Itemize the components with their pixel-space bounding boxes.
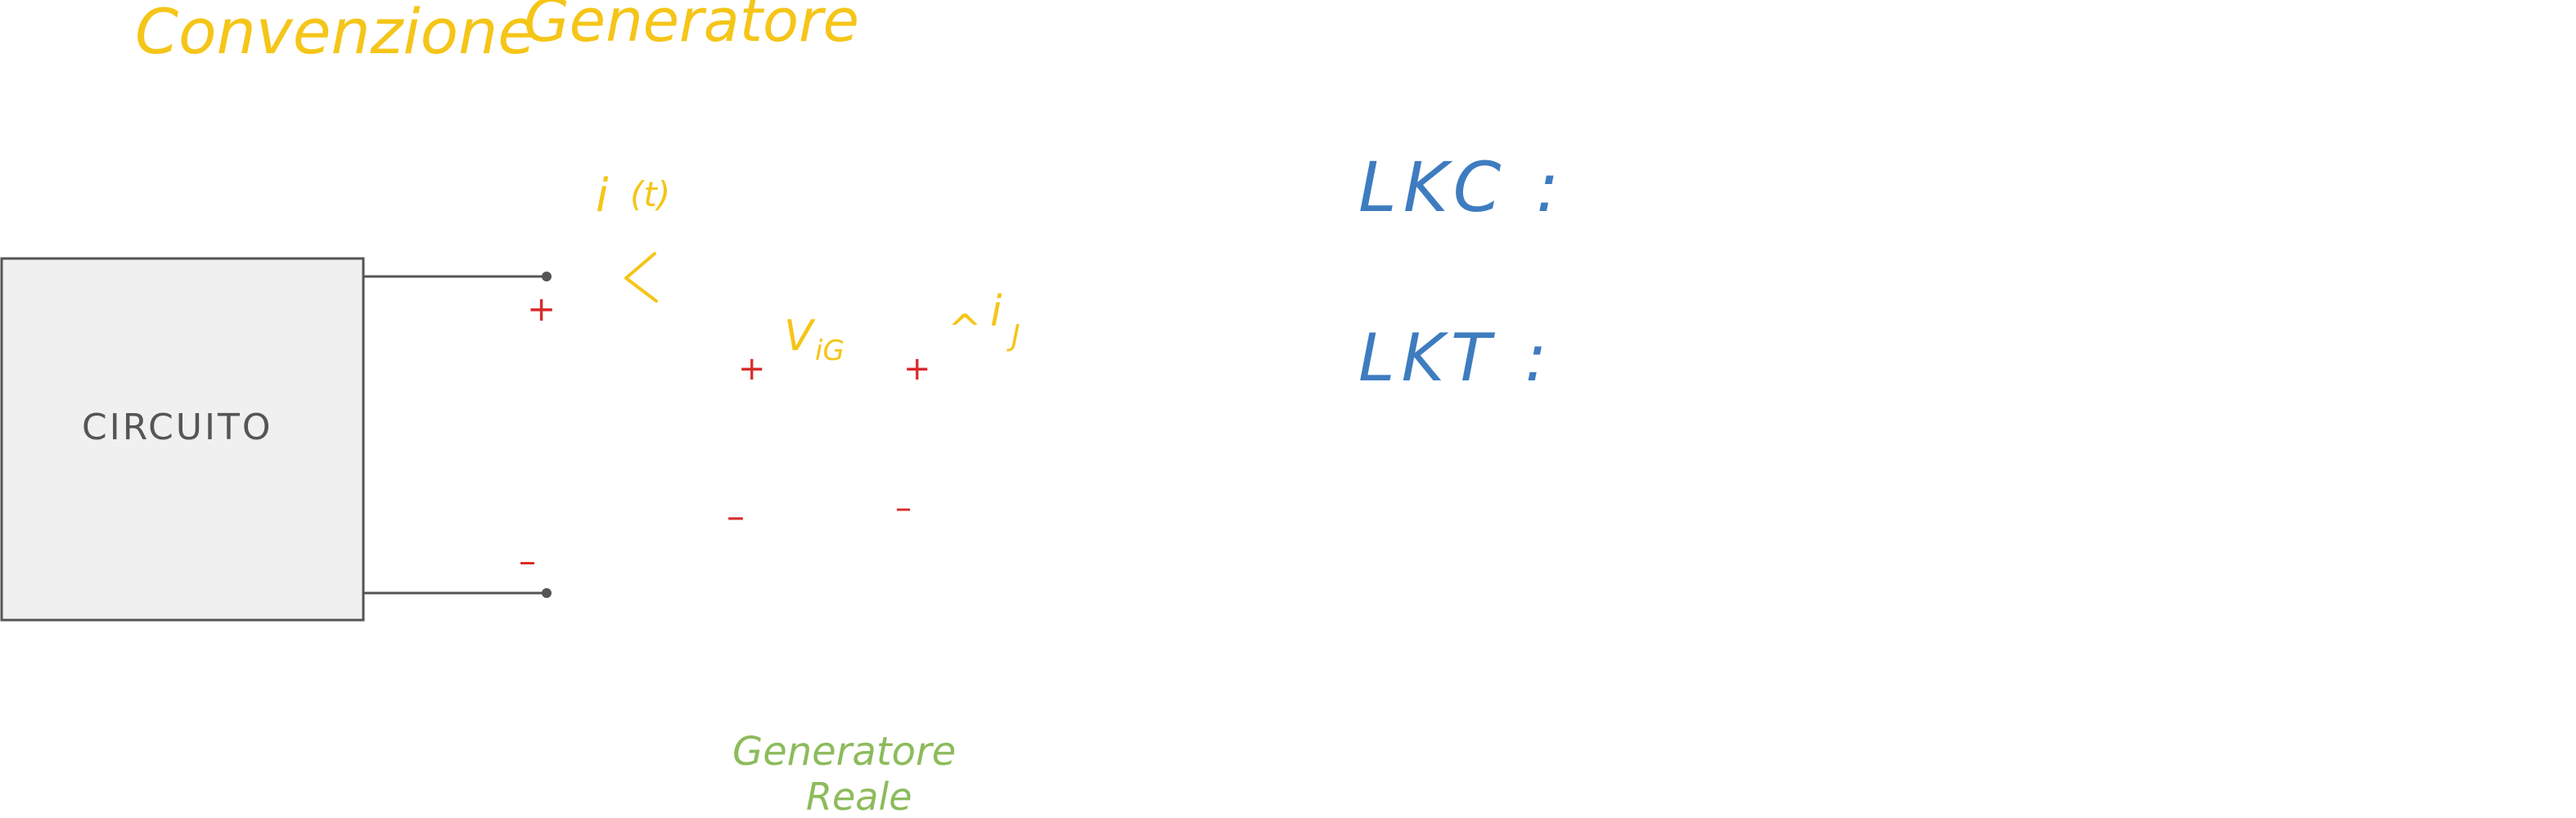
generator-2-minus-sign: –	[895, 489, 912, 527]
terminal-plus-sign: +	[527, 289, 556, 329]
current-j-label: i	[990, 287, 1002, 336]
real-generator-line1: Generatore	[732, 729, 956, 775]
current-arrow-icon	[624, 252, 658, 303]
current-j-subscript: J	[1007, 319, 1020, 353]
generator-2-plus-sign: +	[903, 350, 931, 388]
title-convenzione: Convenzione	[135, 0, 536, 68]
generator-1-plus-sign: +	[738, 350, 766, 388]
current-j-caret: ^	[948, 306, 982, 353]
voltage-label: V	[784, 312, 816, 361]
top-terminal-node	[542, 272, 552, 281]
law-lkt: LKT :	[1358, 320, 1553, 396]
bottom-terminal-node	[542, 588, 552, 598]
terminal-minus-sign: –	[519, 541, 536, 581]
title-generatore: Generatore	[524, 0, 859, 55]
circuit-label: CIRCUITO	[82, 407, 273, 448]
current-label-var: i	[596, 169, 609, 222]
law-lkc: LKC :	[1358, 147, 1565, 227]
generator-1-minus-sign: –	[727, 496, 745, 537]
circuit-box	[0, 257, 365, 622]
current-label-arg: (t)	[630, 174, 670, 214]
real-generator-line2: Reale	[806, 775, 912, 818]
voltage-subscript: iG	[815, 335, 844, 367]
